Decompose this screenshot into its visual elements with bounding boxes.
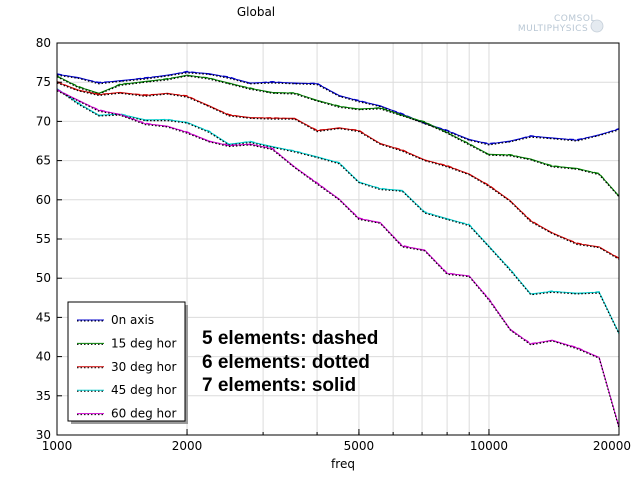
y-tick-label: 30 [36, 428, 51, 442]
x-tick-label: 1000 [42, 439, 73, 453]
y-tick-label: 40 [36, 350, 51, 364]
annotation-line-3: 7 elements: solid [202, 375, 356, 396]
series-line-dashed [56, 88, 620, 335]
series-line-dotted [56, 90, 620, 429]
series-line-solid [56, 89, 620, 428]
x-tick-label: 10000 [470, 439, 508, 453]
x-tick-label: 2000 [172, 439, 203, 453]
annotation: 5 elements: dashed 6 elements: dotted 7 … [202, 328, 378, 396]
series-line-dotted [56, 72, 620, 146]
svg-text:COMSOL: COMSOL [554, 14, 596, 24]
y-tick-label: 80 [36, 36, 51, 50]
legend-label: 0n axis [111, 313, 154, 327]
x-axis-title: freq [331, 457, 355, 471]
y-tick-label: 50 [36, 271, 51, 285]
x-tick-label: 5000 [344, 439, 375, 453]
annotation-line-1: 5 elements: dashed [202, 328, 378, 349]
legend-label: 15 deg hor [111, 336, 176, 350]
series-line-dotted [56, 82, 620, 260]
y-tick-label: 55 [36, 232, 51, 246]
legend-label: 30 deg hor [111, 360, 176, 374]
series-line-solid [56, 88, 620, 334]
y-tick-label: 35 [36, 389, 51, 403]
axis-ticks: 30 35 40 45 50 55 60 65 70 75 80 1000 2000 5000 10000 2… [36, 36, 631, 453]
series-line-solid [56, 74, 620, 197]
annotation-line-2: 6 elements: dotted [202, 352, 370, 373]
y-tick-label: 75 [36, 75, 51, 89]
comsol-logo: COMSOL MULTIPHYSICS [518, 14, 604, 34]
y-tick-label: 70 [36, 114, 51, 128]
y-tick-label: 45 [36, 310, 51, 324]
legend-box [67, 301, 186, 422]
legend-label: 60 deg hor [111, 407, 176, 421]
series-line-dotted [56, 75, 620, 198]
chart-title: Global [237, 5, 275, 19]
series-line-dotted [56, 88, 620, 335]
y-tick-label: 60 [36, 193, 51, 207]
plot-series [56, 70, 620, 429]
y-tick-label: 65 [36, 154, 51, 168]
x-tick-label: 20000 [593, 439, 631, 453]
svg-text:MULTIPHYSICS: MULTIPHYSICS [518, 24, 588, 34]
legend: 0n axis 15 deg hor 30 deg hor 45 deg hor 60 … [67, 301, 188, 424]
series-line-dashed [56, 81, 620, 259]
series-line-solid [56, 81, 620, 260]
legend-label: 45 deg hor [111, 383, 176, 397]
